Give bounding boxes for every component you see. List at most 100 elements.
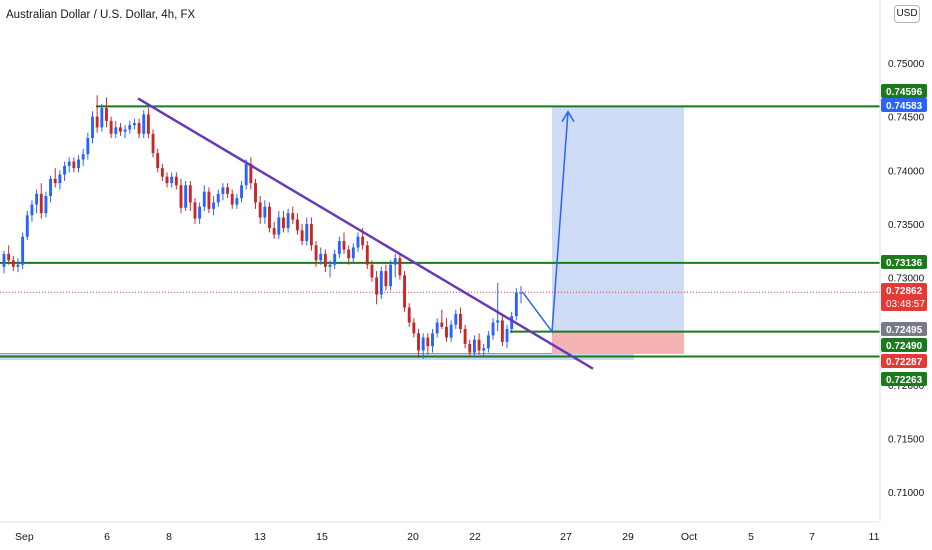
candle-body bbox=[212, 202, 216, 209]
candle-body bbox=[146, 114, 150, 134]
axes-layer: 0.750000.745000.740000.735000.730000.725… bbox=[0, 0, 925, 543]
candle-body bbox=[132, 123, 136, 126]
candle-body bbox=[463, 328, 467, 344]
x-tick-label: 13 bbox=[254, 531, 266, 543]
price-badge-label: 0.72495 bbox=[886, 325, 923, 336]
candle-body bbox=[305, 223, 309, 242]
candle-body bbox=[459, 313, 462, 329]
candle-body bbox=[11, 260, 15, 267]
candle-body bbox=[240, 185, 243, 199]
price-badge-label: 0.72287 bbox=[886, 357, 923, 368]
candle-body bbox=[188, 185, 192, 203]
candle-body bbox=[519, 292, 523, 294]
candle-body bbox=[440, 322, 444, 327]
price-badge bbox=[881, 255, 927, 269]
y-tick-label: 0.74500 bbox=[888, 113, 925, 124]
candle-body bbox=[342, 241, 346, 250]
candle-body bbox=[77, 159, 80, 169]
price-badge bbox=[881, 338, 927, 352]
candle-body bbox=[314, 245, 318, 261]
candle-body bbox=[412, 322, 416, 334]
candle-body bbox=[389, 264, 393, 287]
candle-body bbox=[44, 195, 48, 214]
price-badge bbox=[881, 354, 927, 368]
y-tick-label: 0.71000 bbox=[888, 488, 925, 499]
candle-body bbox=[300, 230, 304, 242]
candle-body bbox=[109, 120, 113, 134]
candle-body bbox=[86, 138, 90, 155]
candle-body bbox=[291, 213, 295, 220]
candle-body bbox=[500, 320, 504, 342]
candle-body bbox=[486, 335, 490, 349]
price-badge-label: 0.74596 bbox=[886, 87, 923, 98]
candle-body bbox=[337, 241, 341, 254]
candle-body bbox=[7, 253, 11, 261]
drawings-layer bbox=[137, 97, 594, 370]
candle-body bbox=[379, 271, 383, 295]
candle-body bbox=[16, 264, 20, 267]
candle-body bbox=[514, 292, 518, 317]
candle-body bbox=[91, 116, 94, 139]
candle-body bbox=[81, 154, 85, 160]
candle-body bbox=[249, 163, 253, 184]
candle-body bbox=[151, 133, 155, 154]
candle-body bbox=[356, 236, 360, 248]
projection-arrowhead bbox=[561, 110, 575, 123]
candle-body bbox=[198, 206, 202, 219]
candle-body bbox=[25, 215, 29, 237]
candle-body bbox=[482, 348, 486, 351]
price-badge bbox=[881, 372, 927, 386]
candle-body bbox=[123, 129, 127, 132]
candle-body bbox=[384, 271, 388, 287]
candle-body bbox=[30, 204, 34, 216]
candle-body bbox=[398, 258, 402, 276]
target-zone bbox=[552, 106, 684, 332]
candle-body bbox=[393, 258, 397, 265]
x-tick-label: 6 bbox=[104, 531, 110, 543]
candle-body bbox=[472, 339, 476, 353]
candle-body bbox=[454, 313, 458, 325]
candle-body bbox=[351, 247, 355, 259]
price-badge-label: 0.72862 bbox=[886, 286, 923, 297]
y-tick-label: 0.75000 bbox=[888, 59, 925, 70]
candle-body bbox=[118, 127, 122, 132]
candle-body bbox=[449, 324, 453, 338]
candle-body bbox=[95, 116, 99, 128]
candle-body bbox=[263, 206, 267, 218]
candle-body bbox=[272, 228, 276, 235]
candle-body bbox=[333, 253, 337, 265]
price-badge-label: 0.74583 bbox=[886, 101, 923, 112]
candle-body bbox=[216, 193, 220, 203]
candle-body bbox=[468, 343, 472, 353]
price-badge-label: 0.72263 bbox=[886, 375, 923, 386]
candle-body bbox=[347, 249, 351, 259]
y-tick-label: 0.73000 bbox=[888, 274, 925, 285]
candle-body bbox=[319, 253, 323, 261]
candle-body bbox=[328, 264, 332, 267]
currency-button[interactable]: USD bbox=[894, 5, 920, 23]
levels-layer bbox=[0, 105, 880, 358]
candle-body bbox=[100, 108, 104, 128]
candle-body bbox=[286, 213, 290, 229]
candle-body bbox=[165, 176, 169, 184]
y-tick-label: 0.74000 bbox=[888, 166, 925, 177]
candle-body bbox=[160, 168, 164, 177]
candle-body bbox=[258, 202, 262, 218]
candle-body bbox=[491, 322, 495, 336]
candle-body bbox=[323, 253, 327, 267]
x-tick-label: 5 bbox=[748, 531, 754, 543]
candle-body bbox=[221, 187, 225, 194]
projection-arrow bbox=[522, 111, 569, 334]
candles-layer bbox=[2, 95, 523, 360]
candle-body bbox=[156, 153, 160, 169]
price-badge bbox=[881, 84, 927, 98]
trendline bbox=[137, 97, 594, 370]
candle-body bbox=[202, 191, 206, 207]
price-badge bbox=[881, 322, 927, 336]
candle-body bbox=[510, 316, 514, 329]
y-tick-label: 0.73500 bbox=[888, 220, 925, 231]
candle-body bbox=[421, 337, 425, 351]
x-tick-label: 27 bbox=[560, 531, 572, 543]
candle-body bbox=[39, 193, 43, 214]
